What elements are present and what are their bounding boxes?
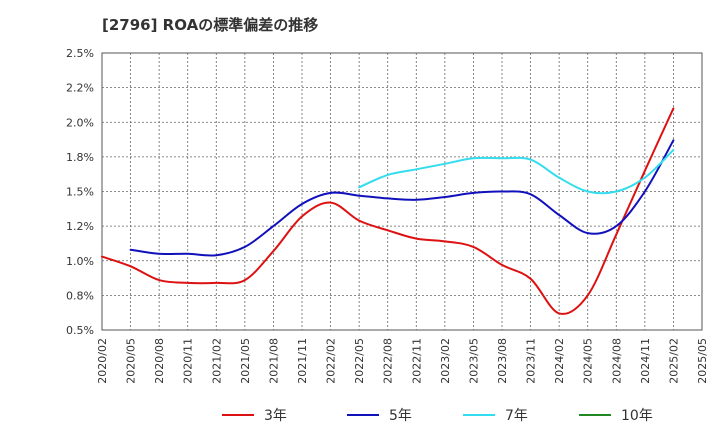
series-line-2 — [129, 139, 675, 257]
x-tick-label: 2021/08 — [267, 338, 280, 384]
x-tick-label: 2023/08 — [496, 338, 509, 384]
series-line-3 — [358, 148, 675, 195]
grid-lines — [102, 53, 702, 330]
legend-item: 5年 — [347, 408, 412, 424]
y-tick-label: 0.8% — [66, 289, 94, 302]
x-tick-label: 2020/08 — [153, 338, 166, 384]
x-axis: 2020/02 2020/05 2020/08 2020/11 2021/02 2021/… — [96, 338, 709, 384]
x-tick-label: 2024/11 — [639, 338, 652, 384]
x-tick-label: 2022/05 — [353, 338, 366, 384]
x-tick-label: 2021/11 — [296, 338, 309, 384]
legend-label: 10年 — [621, 408, 653, 424]
chart-title: [2796] ROAの標準偏差の推移 — [102, 16, 319, 34]
x-tick-label: 2023/05 — [467, 338, 480, 384]
x-tick-label: 2021/02 — [210, 338, 223, 384]
y-tick-label: 1.2% — [66, 220, 94, 233]
y-tick-label: 1.5% — [66, 186, 94, 199]
legend-item: 3年 — [222, 408, 287, 424]
x-tick-label: 2022/08 — [382, 338, 395, 384]
legend-item: 7年 — [463, 408, 528, 424]
x-tick-label: 2020/05 — [125, 338, 138, 384]
x-tick-label: 2020/02 — [96, 338, 109, 384]
legend-item: 10年 — [579, 408, 653, 424]
y-tick-label: 2.0% — [66, 116, 94, 129]
x-tick-label: 2023/02 — [439, 338, 452, 384]
y-tick-label: 1.0% — [66, 255, 94, 268]
y-tick-label: 0.5% — [66, 324, 94, 337]
series-lines — [101, 107, 675, 315]
x-tick-label: 2023/11 — [525, 338, 538, 384]
x-tick-label: 2021/05 — [239, 338, 252, 384]
x-tick-label: 2022/02 — [325, 338, 338, 384]
series-line-1 — [101, 107, 675, 315]
y-tick-label: 1.8% — [66, 151, 94, 164]
legend-label: 3年 — [264, 408, 287, 424]
legend: 3年 5年 7年 10年 — [222, 408, 653, 424]
x-tick-label: 2022/11 — [410, 338, 423, 384]
x-tick-label: 2025/05 — [696, 338, 709, 384]
y-tick-label: 2.2% — [66, 82, 94, 95]
x-tick-label: 2020/11 — [182, 338, 195, 384]
x-tick-label: 2024/08 — [610, 338, 623, 384]
legend-label: 5年 — [389, 408, 412, 424]
legend-label: 7年 — [505, 408, 528, 424]
x-tick-label: 2025/02 — [667, 338, 680, 384]
y-axis: 0.5% 0.8% 1.0% 1.2% 1.5% 1.8% 2.0% 2.2% 2.5% — [66, 47, 94, 337]
x-tick-label: 2024/02 — [553, 338, 566, 384]
y-tick-label: 2.5% — [66, 47, 94, 60]
x-tick-label: 2024/05 — [582, 338, 595, 384]
